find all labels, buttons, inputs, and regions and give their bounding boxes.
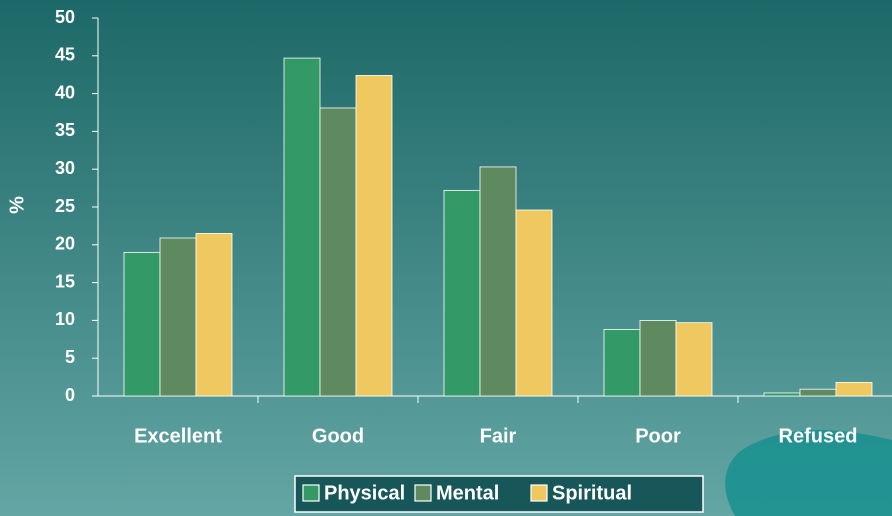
bar: [124, 252, 160, 396]
bar: [320, 108, 356, 396]
bar: [836, 382, 872, 396]
x-tick-label: Poor: [635, 425, 681, 447]
y-tick-label: 15: [55, 271, 75, 291]
bar: [516, 210, 552, 396]
y-tick-label: 40: [55, 82, 75, 102]
bar: [356, 75, 392, 396]
y-tick-label: 30: [55, 158, 75, 178]
bar: [160, 238, 196, 396]
bar: [640, 320, 676, 396]
x-tick-label: Refused: [779, 425, 858, 447]
bar: [284, 58, 320, 396]
bar: [480, 167, 516, 396]
legend-label: Mental: [436, 482, 499, 504]
y-tick-label: 50: [55, 7, 75, 27]
legend-swatch: [531, 485, 547, 501]
y-tick-label: 20: [55, 234, 75, 254]
y-tick-label: 25: [55, 196, 75, 216]
legend-swatch: [303, 485, 319, 501]
legend-swatch: [415, 485, 431, 501]
y-tick-label: 5: [65, 347, 75, 367]
y-tick-label: 0: [65, 385, 75, 405]
page: {"chart_data": {"type": "bar", "categori…: [0, 0, 892, 516]
bar: [444, 190, 480, 396]
y-tick-label: 10: [55, 309, 75, 329]
y-tick-label: 35: [55, 120, 75, 140]
y-tick-label: 45: [55, 45, 75, 65]
x-tick-label: Excellent: [134, 425, 222, 447]
bar: [196, 233, 232, 396]
bar: [800, 389, 836, 396]
x-tick-label: Good: [312, 425, 364, 447]
chart: % 0 5 10 15 20 25 30 35 40 45 50 Excellent Good Fair P…: [0, 0, 892, 516]
y-axis-label: %: [6, 196, 28, 214]
bar: [676, 323, 712, 396]
x-tick-label: Fair: [480, 425, 517, 447]
legend-label: Physical: [324, 482, 405, 504]
legend-label: Spiritual: [552, 482, 632, 504]
bar: [604, 329, 640, 396]
bar: [764, 393, 800, 396]
